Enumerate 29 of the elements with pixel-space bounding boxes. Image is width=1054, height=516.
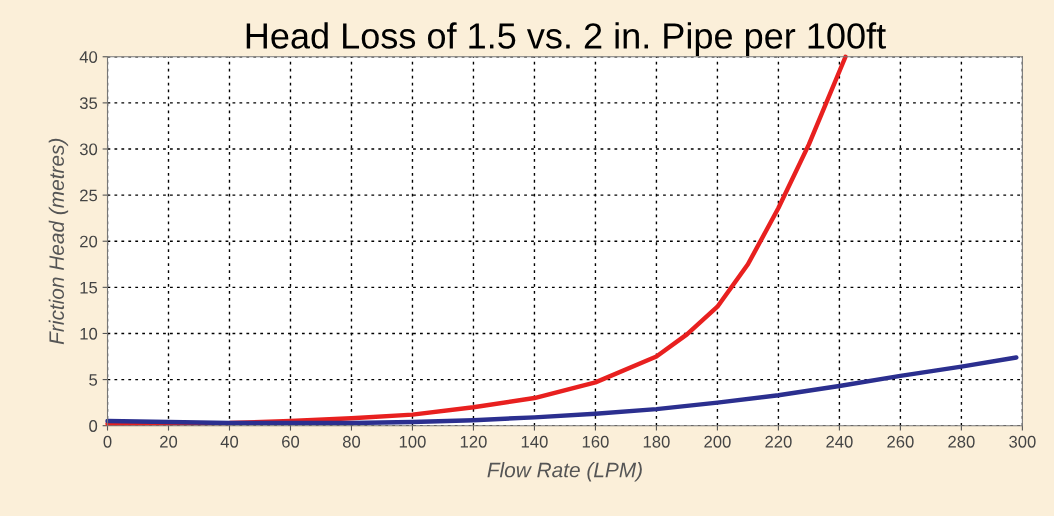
y-axis-title: Friction Head (metres) bbox=[48, 138, 69, 345]
y-tick-label: 5 bbox=[89, 374, 98, 386]
x-tick-label: 280 bbox=[948, 435, 975, 448]
x-tick-label: 100 bbox=[399, 435, 426, 448]
x-tick-label: 80 bbox=[342, 435, 361, 448]
x-tick-label: 180 bbox=[643, 435, 670, 448]
x-tick-label: 140 bbox=[521, 435, 548, 448]
y-tick-label: 30 bbox=[79, 143, 98, 156]
y-tick-label: 25 bbox=[80, 189, 98, 202]
x-tick-label: 200 bbox=[704, 435, 731, 448]
x-tick-label: 60 bbox=[282, 435, 300, 448]
x-tick-label: 20 bbox=[160, 435, 178, 448]
x-tick-label: 240 bbox=[826, 435, 853, 448]
y-tick-label: 10 bbox=[80, 327, 98, 340]
y-tick-label: 35 bbox=[79, 97, 98, 110]
y-tick-label: 15 bbox=[80, 281, 98, 294]
y-tick-label: 40 bbox=[79, 51, 98, 63]
x-tick-label: 40 bbox=[220, 435, 239, 448]
x-tick-label: 120 bbox=[460, 435, 487, 448]
line-series bbox=[105, 355, 1019, 426]
x-tick-label: 260 bbox=[887, 435, 914, 448]
x-tick-label: 220 bbox=[765, 435, 792, 448]
y-tick-label: 0 bbox=[89, 420, 98, 432]
x-tick-label: 300 bbox=[1009, 435, 1036, 448]
chart-title: Head Loss of 1.5 vs. 2 in. Pipe per 100ft bbox=[246, 22, 886, 56]
x-tick-label: 160 bbox=[582, 435, 609, 448]
x-tick-label: 0 bbox=[103, 435, 112, 448]
y-tick-label: 20 bbox=[80, 235, 98, 248]
x-axis-title: Flow Rate (LPM) bbox=[487, 462, 642, 482]
